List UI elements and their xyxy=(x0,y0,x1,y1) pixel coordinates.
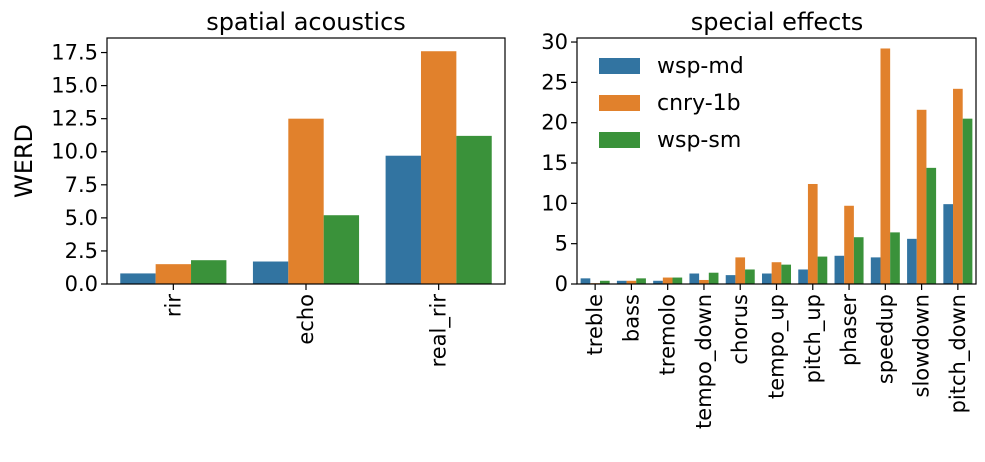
x-tick-label: pitch_up xyxy=(801,294,826,383)
bars-group xyxy=(120,51,492,285)
bar-cnry-1b xyxy=(844,205,854,284)
bar-wsp-sm xyxy=(926,167,937,284)
y-tick-label: 15 xyxy=(541,151,568,175)
bar-cnry-1b xyxy=(807,183,818,284)
bar-cnry-1b xyxy=(699,279,709,284)
chart-title: spatial acoustics xyxy=(206,8,406,36)
bar-wsp-sm xyxy=(191,260,227,284)
x-tick-label: pitch_down xyxy=(946,294,971,413)
chart-title: special effects xyxy=(691,8,864,36)
x-tick-label: tempo_down xyxy=(692,294,717,429)
legend-label: wsp-md xyxy=(657,54,744,79)
y-tick-label: 20 xyxy=(541,111,568,135)
bar-wsp-md xyxy=(252,261,289,284)
plot-frame xyxy=(106,37,506,285)
y-tick-label: 12.5 xyxy=(51,107,98,131)
y-tick-label: 0 xyxy=(555,272,568,296)
bar-cnry-1b xyxy=(626,280,637,284)
y-tick-label: 17.5 xyxy=(51,41,98,65)
x-tick-label: echo xyxy=(294,294,318,345)
bar-wsp-md xyxy=(943,204,954,284)
bar-cnry-1b xyxy=(916,109,927,285)
y-tick-label: 5 xyxy=(555,232,568,256)
y-tick-label: 25 xyxy=(541,70,568,94)
bar-wsp-md xyxy=(385,155,421,284)
y-tick-label: 30 xyxy=(541,30,568,54)
bar-wsp-md xyxy=(761,273,772,284)
bar-wsp-md xyxy=(689,273,700,284)
plot-frame xyxy=(576,37,977,285)
y-tick-label: 10 xyxy=(541,191,568,215)
bar-wsp-sm xyxy=(853,237,864,284)
bar-cnry-1b xyxy=(662,277,673,284)
bar-wsp-sm xyxy=(599,280,610,284)
bar-wsp-sm xyxy=(672,277,683,284)
x-tick-label: real_rir xyxy=(427,294,452,368)
legend-label: wsp-sm xyxy=(657,128,741,153)
bar-cnry-1b xyxy=(771,262,782,284)
y-tick-label: 5.0 xyxy=(65,206,98,230)
bar-wsp-sm xyxy=(708,272,719,284)
bar-wsp-md xyxy=(653,280,663,284)
x-tick-label: tremolo xyxy=(656,294,680,375)
bar-wsp-sm xyxy=(323,215,360,284)
bar-cnry-1b xyxy=(155,264,192,284)
bar-wsp-sm xyxy=(636,278,646,284)
spatial-acoustics-panel: spatial acoustics WERD 0.0 2.5 5.0 7.5 10.0 1… xyxy=(10,8,506,368)
bar-wsp-md xyxy=(907,238,917,284)
bar-wsp-md xyxy=(798,269,808,284)
bar-wsp-md xyxy=(120,273,156,284)
x-tick-label: treble xyxy=(583,294,607,355)
y-tick-label: 7.5 xyxy=(65,173,98,197)
x-tick-label: bass xyxy=(619,294,643,342)
bar-wsp-sm xyxy=(962,118,973,285)
bar-wsp-sm xyxy=(781,264,792,284)
bar-cnry-1b xyxy=(953,88,963,285)
legend-swatch xyxy=(599,95,640,111)
x-tick-label: phaser xyxy=(837,294,861,366)
y-tick-label: 10.0 xyxy=(51,140,98,164)
bar-wsp-md xyxy=(870,257,881,284)
x-tick-label: chorus xyxy=(728,294,752,365)
bar-wsp-md xyxy=(725,275,736,284)
y-ticks-group: 0 5 10 15 20 25 30 xyxy=(541,30,577,296)
legend-swatch xyxy=(599,58,640,74)
bar-wsp-md xyxy=(834,255,845,284)
bar-wsp-sm xyxy=(890,232,900,284)
x-tick-label: tempo_up xyxy=(765,294,790,399)
x-ticks-group: rir echo real_rir xyxy=(161,284,452,368)
y-tick-label: 15.0 xyxy=(51,74,98,98)
x-ticks-group: treble bass tremolo tempo_down chorus tempo_u… xyxy=(583,284,971,429)
bar-cnry-1b xyxy=(735,257,746,284)
bar-wsp-md xyxy=(580,278,591,284)
y-axis-label: WERD xyxy=(10,124,38,198)
y-ticks-group: 0.0 2.5 5.0 7.5 10.0 12.5 15.0 17.5 xyxy=(51,41,107,296)
bar-wsp-sm xyxy=(456,135,492,284)
x-tick-label: slowdown xyxy=(910,294,934,397)
x-tick-label: speedup xyxy=(873,294,897,384)
bar-wsp-md xyxy=(616,280,627,284)
legend-swatch xyxy=(599,132,640,148)
y-tick-label: 2.5 xyxy=(65,239,98,263)
bar-cnry-1b xyxy=(420,51,457,285)
bar-cnry-1b xyxy=(288,118,324,284)
bar-cnry-1b xyxy=(880,48,891,284)
bar-wsp-sm xyxy=(745,269,755,284)
y-tick-label: 0.0 xyxy=(65,272,98,296)
bar-wsp-sm xyxy=(817,256,828,284)
bars-group xyxy=(580,48,973,285)
legend: wsp-md cnry-1b wsp-sm xyxy=(599,54,744,153)
x-tick-label: rir xyxy=(161,294,185,317)
legend-label: cnry-1b xyxy=(657,91,741,116)
